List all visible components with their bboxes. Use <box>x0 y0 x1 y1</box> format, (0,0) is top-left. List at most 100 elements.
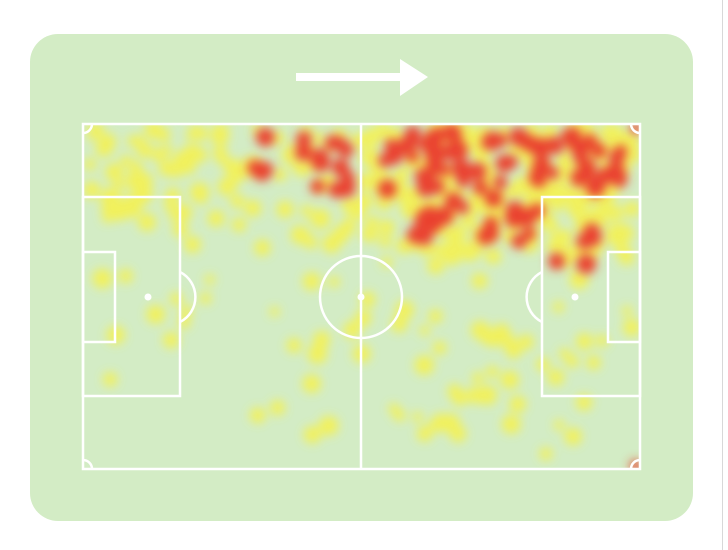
heat-point-low <box>254 239 271 256</box>
heat-point-low <box>184 236 201 254</box>
heat-point-low <box>379 235 392 248</box>
heat-point-low <box>414 355 435 375</box>
heat-point-low <box>563 185 580 202</box>
heat-point-high <box>468 162 487 181</box>
heat-point-low <box>113 179 125 191</box>
heat-point-high <box>435 206 454 226</box>
heat-point-low <box>484 328 503 348</box>
heat-point-high <box>294 143 313 161</box>
heat-point-high <box>583 223 601 240</box>
heat-point-low <box>518 334 534 350</box>
heat-point-high <box>397 136 415 154</box>
heat-point-low <box>412 411 423 423</box>
heat-point-low <box>217 177 236 196</box>
heat-point-low <box>269 400 286 416</box>
heat-point-low <box>180 158 197 175</box>
heat-point-low <box>230 194 245 209</box>
heat-point-low <box>419 325 430 336</box>
heat-point-low <box>381 256 393 268</box>
heat-point-high <box>576 254 597 274</box>
heat-point-high <box>504 208 524 228</box>
heat-point-low <box>378 219 395 236</box>
heat-point-low <box>400 202 417 219</box>
heat-point-high <box>416 177 436 198</box>
heat-point-low <box>624 201 640 218</box>
heat-point-low <box>471 272 488 289</box>
heat-point-low <box>393 409 406 422</box>
heat-point-low <box>300 204 313 217</box>
heat-point-low <box>622 318 640 337</box>
scrollbar-edge <box>722 0 723 550</box>
heat-point-low <box>427 257 445 275</box>
heat-point-high <box>571 171 587 187</box>
heat-point-low <box>361 178 374 191</box>
heat-point-low <box>101 211 114 224</box>
heat-point-low <box>625 146 640 163</box>
heat-point-low <box>547 368 565 386</box>
heat-point-low <box>216 153 229 166</box>
heat-point-low <box>132 134 145 147</box>
heat-point-low <box>465 197 482 214</box>
heat-point-low <box>293 158 312 177</box>
heat-point-low <box>137 213 157 232</box>
heat-point-low <box>509 395 527 413</box>
heat-point-low <box>199 292 212 305</box>
heat-point-low <box>347 202 366 221</box>
heat-point-low <box>231 217 247 232</box>
heat-point-low <box>151 147 166 162</box>
direction-arrow-icon <box>296 59 428 96</box>
heat-point-high <box>548 252 566 270</box>
heat-point-high <box>550 141 564 155</box>
heat-point-low <box>441 413 461 433</box>
heat-point-low <box>466 386 484 404</box>
heat-point-low <box>428 419 441 432</box>
heat-point-low <box>467 239 484 256</box>
heat-point-high <box>472 180 488 196</box>
heat-point-low <box>328 276 340 288</box>
heat-point-high <box>546 166 560 180</box>
heat-point-low <box>168 162 184 178</box>
heat-point-low <box>416 425 433 442</box>
heat-point-low <box>361 225 378 243</box>
heat-point-high <box>406 226 425 244</box>
heat-point-low <box>460 212 477 229</box>
heat-point-low <box>486 365 499 378</box>
heat-point-low <box>174 203 193 222</box>
heat-point-low <box>129 161 143 175</box>
heat-point-high <box>528 170 544 186</box>
heat-point-low <box>133 184 154 204</box>
heat-point-low <box>564 427 582 446</box>
heat-point-low <box>146 304 166 324</box>
heat-point-high <box>420 205 440 224</box>
heat-point-low <box>432 341 447 355</box>
heat-point-low <box>428 309 443 324</box>
heat-point-low <box>575 394 593 411</box>
heat-point-low <box>312 132 325 146</box>
heat-point-low <box>286 337 302 353</box>
heat-point-low <box>118 268 133 284</box>
heat-point-high <box>448 140 469 161</box>
heat-point-low <box>244 199 262 217</box>
heat-layer <box>83 124 640 469</box>
heat-point-low <box>162 331 180 349</box>
heat-point-high <box>423 167 437 182</box>
heat-point-low <box>442 225 459 242</box>
heat-point-low <box>621 305 633 317</box>
pitch-spots <box>144 293 579 301</box>
heat-point-high <box>456 200 470 214</box>
heat-point-high <box>255 127 275 147</box>
heat-point-low <box>157 127 171 141</box>
heat-point-low <box>95 139 113 157</box>
heat-point-low <box>105 163 124 182</box>
heat-point-high <box>431 126 445 140</box>
heat-point-low <box>343 321 361 339</box>
heat-point-low <box>318 415 339 436</box>
heat-point-low <box>269 306 280 317</box>
heat-point-low <box>302 374 321 393</box>
heat-point-low <box>471 372 484 384</box>
heat-point-high <box>535 153 550 168</box>
heat-point-low <box>92 268 113 289</box>
heat-point-low <box>276 200 294 218</box>
heat-point-high <box>522 227 536 241</box>
heat-point-low <box>193 126 208 141</box>
